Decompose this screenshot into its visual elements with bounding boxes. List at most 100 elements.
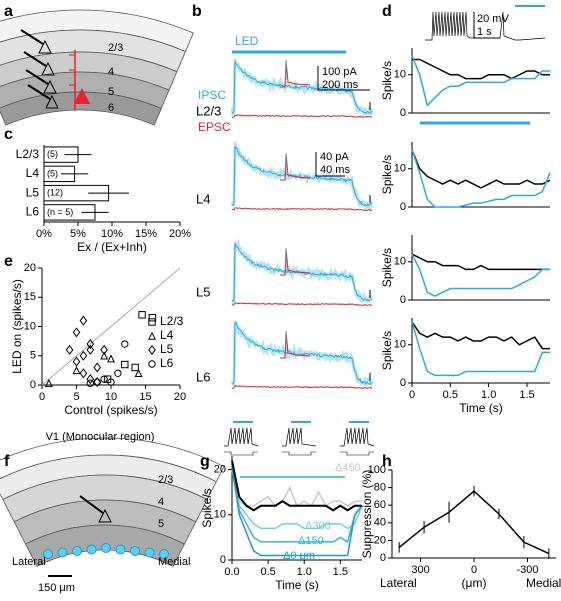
panel-letter: h [382, 453, 392, 470]
x-tick-label: 0 [39, 391, 45, 403]
y-tick-label: 80 [374, 482, 386, 494]
series-line [412, 58, 550, 80]
chr2-neuron [74, 88, 90, 104]
y-tick-label: 10 [394, 163, 406, 175]
y-tick-label: 10 [214, 509, 226, 521]
layer-label: 2/3 [108, 42, 123, 54]
layer-label: 2/3 [158, 474, 173, 486]
point [72, 327, 81, 338]
y-axis-label: Spike/s [380, 155, 394, 194]
point [93, 378, 101, 386]
ipsc-band [231, 238, 374, 306]
y-tick-label: 10 [394, 256, 406, 268]
row-label: L4 [196, 191, 210, 206]
led-spot [57, 547, 68, 558]
layer-label: 6 [108, 102, 114, 114]
x-tick-label: 15 [139, 391, 151, 403]
vm-trace [282, 427, 317, 447]
epsc-trace [231, 114, 373, 118]
epsc-inset [280, 152, 311, 181]
panel-letter: g [200, 453, 210, 470]
x-tick-label: 20 [174, 391, 186, 403]
neuron [38, 39, 52, 54]
point [121, 340, 129, 348]
ipsc-trace [231, 242, 373, 302]
series-line [411, 321, 550, 377]
category-label: L5 [26, 185, 40, 199]
x-tick-label: 1.0 [481, 389, 496, 401]
x-axis-label: Control (spikes/s) [64, 403, 157, 417]
y-axis-label: Suppression (%) [360, 470, 374, 559]
vm-trace [224, 427, 259, 447]
series-line [411, 55, 550, 107]
series-label: Δ450 [335, 462, 361, 474]
y-axis-label: Spike/s [380, 61, 394, 100]
series-line [411, 149, 551, 189]
bar-annotation: (12) [47, 188, 63, 198]
category-label: L4 [26, 166, 40, 180]
series-line [411, 321, 550, 350]
x-tick-label: 0 [471, 564, 477, 576]
stim-trace [340, 451, 374, 456]
y-tick-label: 0 [30, 379, 36, 391]
y-tick-label: 40 [374, 517, 386, 529]
point [44, 378, 53, 387]
scale-bar [317, 66, 370, 91]
panel-letter: d [382, 3, 392, 20]
electrode [20, 29, 44, 45]
legend-marker [148, 318, 156, 326]
point [100, 351, 109, 360]
point [138, 311, 146, 319]
x-tick-label: 10 [105, 391, 117, 403]
ipsc-trace [231, 322, 373, 386]
y-tick-label: 15 [24, 291, 36, 303]
axis-annotation: Lateral [380, 576, 417, 590]
scale-label: 40 pA [320, 151, 349, 163]
y-tick-label: 0 [220, 554, 226, 566]
x-axis-label: Time (s) [459, 401, 503, 415]
legend-marker [147, 331, 157, 340]
x-tick-label: 5% [70, 228, 86, 240]
epsc-trace [231, 384, 373, 390]
x-axis-label: Ex / (Ex+Inh) [77, 240, 147, 254]
y-tick-label: 20 [214, 463, 226, 475]
electrode [25, 69, 49, 85]
x-tick-label: 0.5 [260, 566, 275, 578]
y-axis-label: Spike/s [380, 248, 394, 287]
led-label: LED [235, 34, 259, 48]
row-label: L2/3 [196, 103, 221, 118]
point [148, 314, 157, 322]
y-tick-label: 0 [400, 107, 406, 119]
point [79, 350, 88, 361]
point [100, 344, 108, 355]
category-label: L6 [26, 205, 40, 219]
series-line [411, 253, 550, 271]
legend-label: L2/3 [160, 314, 184, 328]
epsc-inset [280, 330, 311, 359]
series-line [411, 253, 550, 298]
led-spot [43, 549, 53, 559]
stim-trace [282, 451, 316, 456]
scale-label: 200 ms [322, 79, 359, 91]
point [100, 375, 108, 383]
lateral-label: Lateral [12, 556, 46, 568]
layer-label: 4 [158, 496, 164, 508]
point [93, 377, 102, 388]
series-line [398, 490, 550, 555]
point [79, 368, 88, 379]
y-tick-label: 100 [368, 464, 386, 476]
point [106, 354, 116, 363]
legend-marker [148, 360, 156, 368]
epsc-trace [231, 207, 373, 211]
ipsc-band [230, 141, 374, 215]
x-tick-label: 10% [101, 228, 123, 240]
neuron [43, 79, 57, 94]
point [86, 339, 95, 350]
x-axis-label: Time (s) [275, 578, 319, 592]
x-tick-label: 0 [409, 389, 415, 401]
legend-label: L4 [160, 328, 174, 342]
x-tick-label: 15% [135, 228, 157, 240]
ipsc-trace [231, 60, 373, 114]
x-tick-label: 1.5 [519, 389, 534, 401]
